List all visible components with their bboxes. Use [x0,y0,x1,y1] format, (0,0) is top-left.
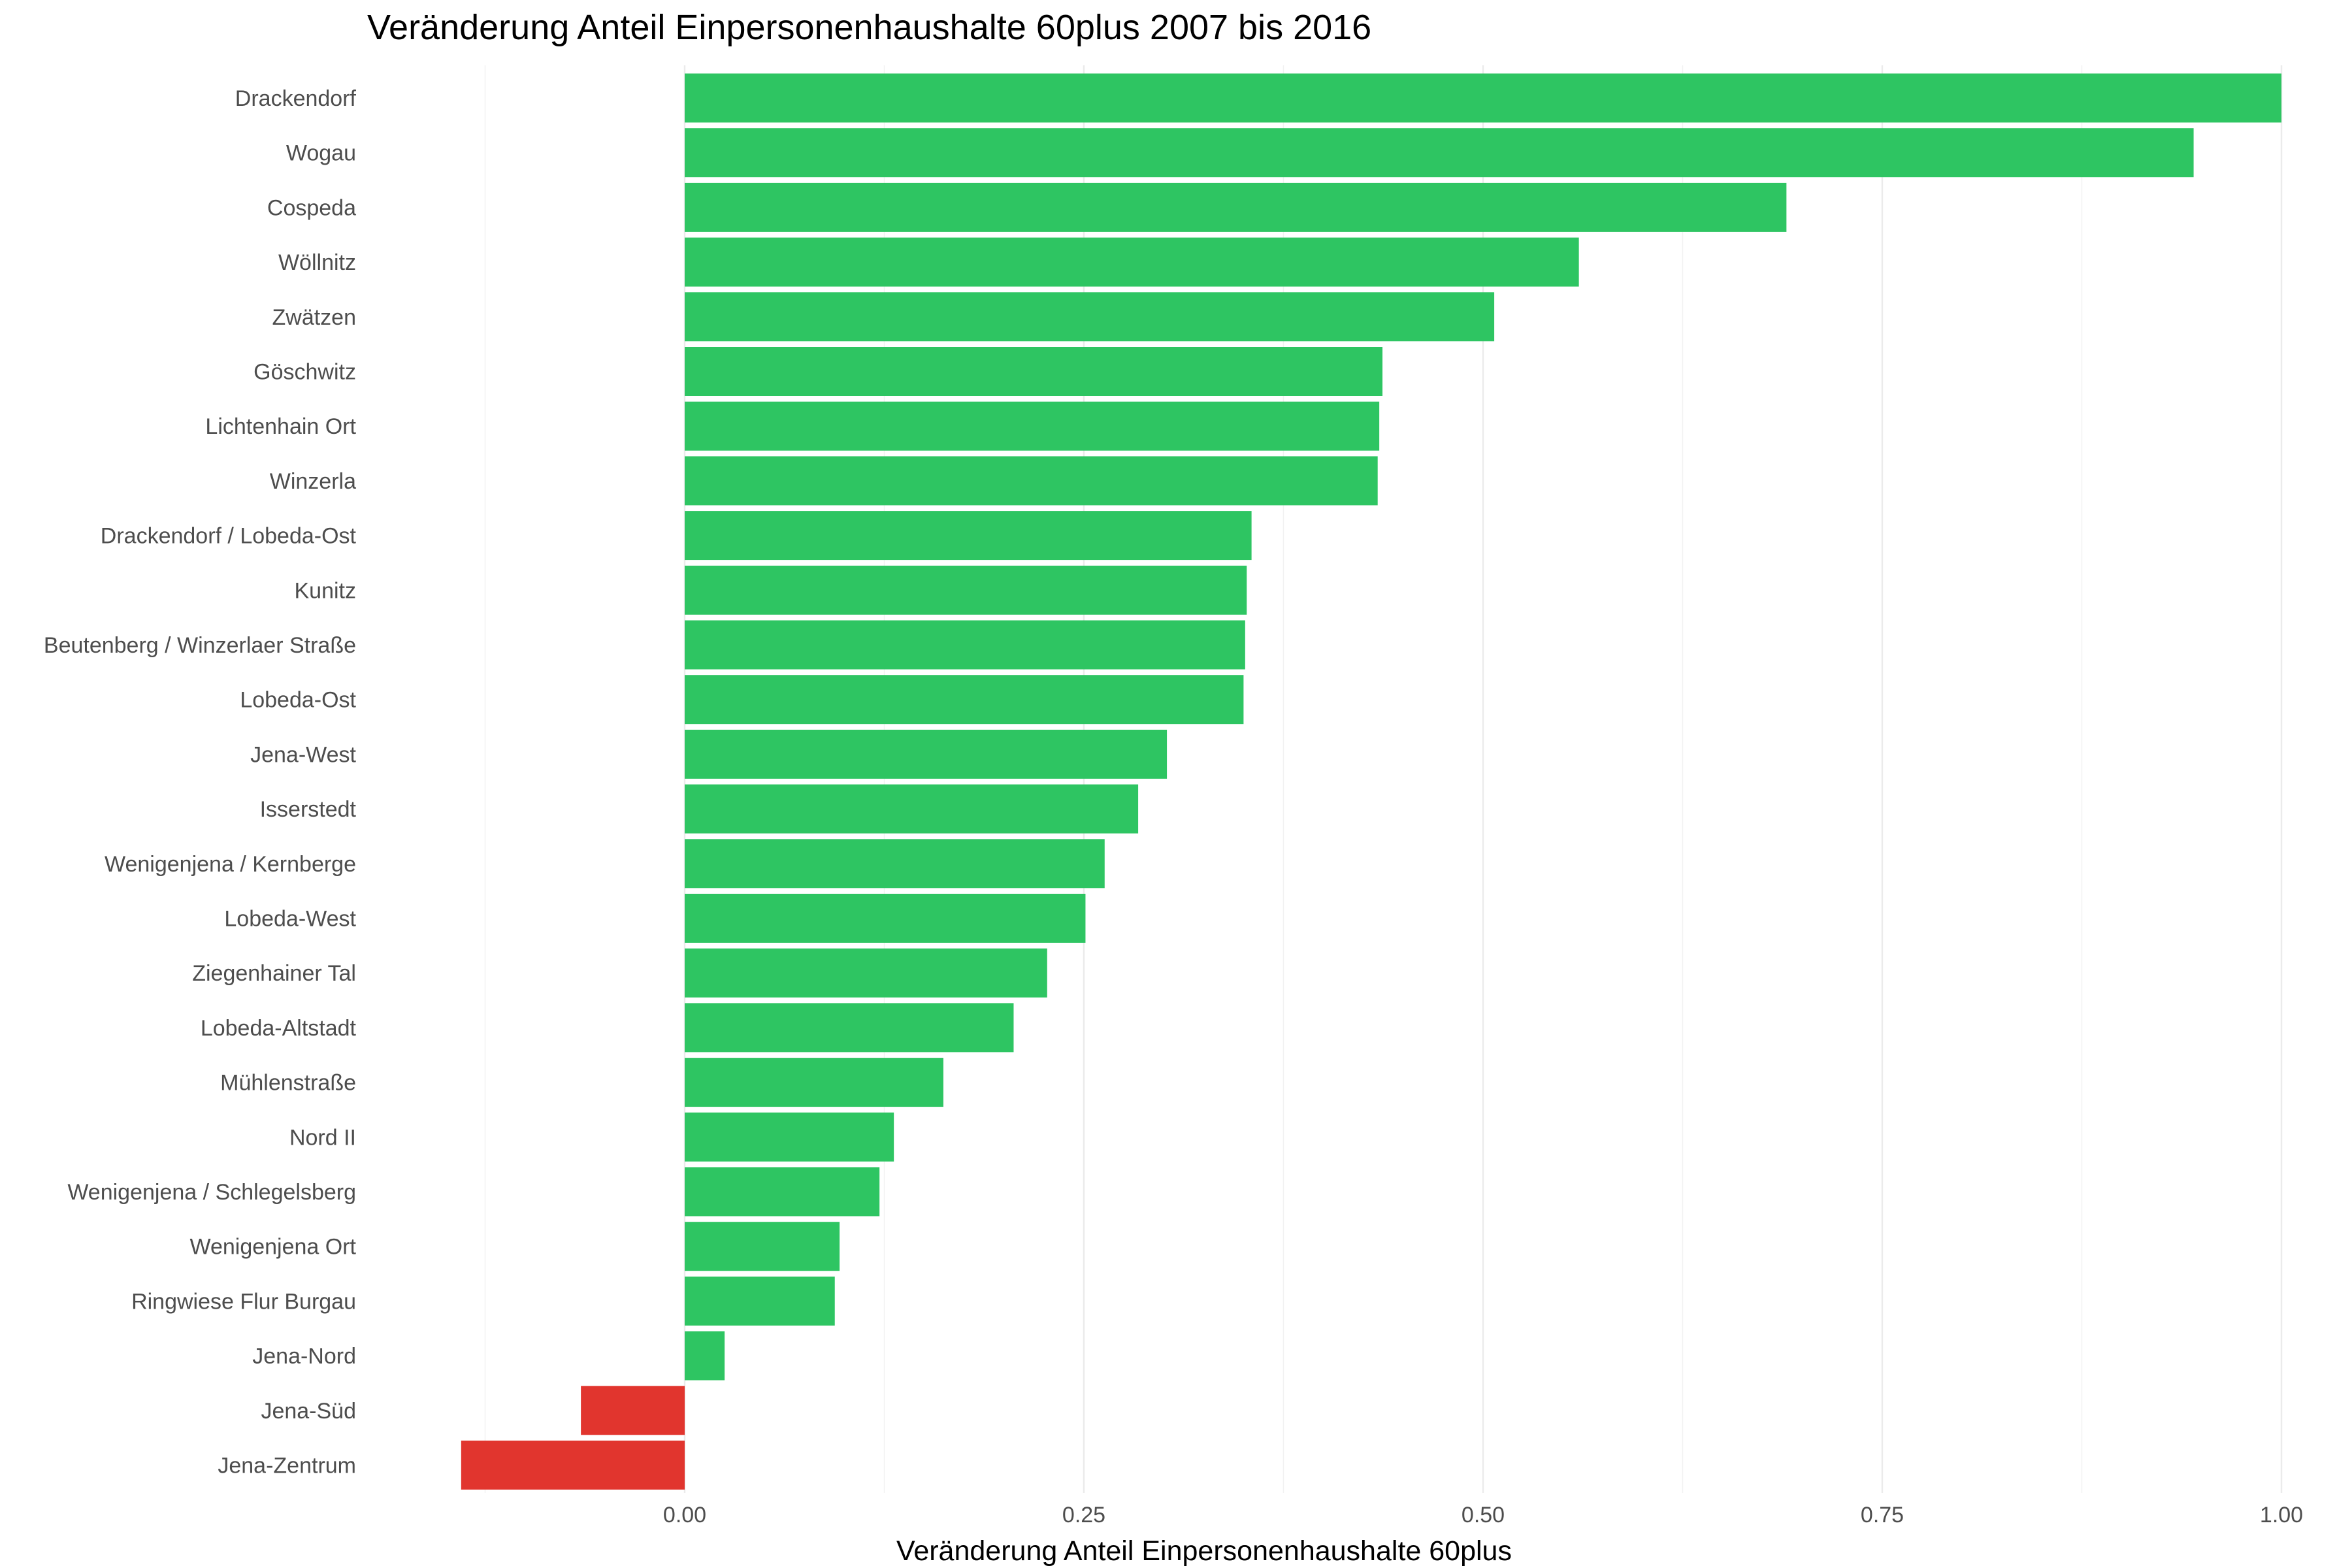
x-tick-label: 0.50 [1462,1503,1505,1527]
bar [685,1112,894,1162]
bar [685,948,1047,998]
chart-title: Veränderung Anteil Einpersonenhaushalte … [367,8,1371,47]
y-tick-label: Wenigenjena / Kernberge [105,852,356,877]
bar [685,839,1105,889]
bar [685,675,1244,725]
y-tick-label: Jena-Süd [261,1399,356,1424]
bar [685,1058,943,1107]
bar [685,347,1383,396]
y-tick-label: Ziegenhainer Tal [192,961,356,986]
bar [685,128,2194,178]
y-tick-label: Jena-Nord [252,1344,356,1369]
bar [685,182,1787,232]
bar [685,784,1139,834]
y-tick-label: Beutenberg / Winzerlaer Straße [44,633,356,658]
x-tick-label: 0.25 [1062,1503,1105,1527]
x-tick-label: 0.00 [663,1503,706,1527]
bar [685,1331,725,1380]
bar [461,1441,685,1490]
bar [685,1167,880,1217]
y-axis-tick-labels: Drackendorf Wogau Cospeda Wöllnitz Zwätzen Gö… [44,86,357,1478]
y-tick-label: Göschwitz [253,360,356,385]
x-axis-label: Veränderung Anteil Einpersonenhaushalte … [896,1535,1512,1567]
bar [685,237,1579,287]
bar [685,401,1380,451]
y-tick-label: Lobeda-Altstadt [201,1016,357,1041]
y-tick-label: Zwätzen [272,305,357,330]
y-tick-label: Kunitz [295,578,357,603]
y-tick-label: Wogau [286,141,356,166]
y-tick-label: Drackendorf / Lobeda-Ost [101,524,357,549]
x-axis-tick-labels: 0.00 0.25 0.50 0.75 1.00 [663,1503,2303,1527]
bar [685,1003,1014,1053]
bar [581,1386,685,1435]
bar [685,1222,840,1271]
y-tick-label: Wenigenjena / Schlegelsberg [67,1180,356,1205]
y-tick-label: Lichtenhain Ort [205,414,356,439]
bar [685,620,1245,670]
y-tick-label: Nord II [289,1125,356,1150]
bars [461,73,2281,1490]
bar [685,73,2281,123]
y-tick-label: Jena-West [250,742,356,767]
y-tick-label: Isserstedt [260,797,357,822]
bar [685,565,1247,615]
bar [685,729,1168,779]
y-tick-label: Drackendorf [235,86,357,111]
y-tick-label: Ringwiese Flur Burgau [131,1289,356,1314]
bar [685,456,1378,506]
x-tick-label: 0.75 [1861,1503,1904,1527]
bar [685,894,1086,943]
y-tick-label: Lobeda-Ost [240,688,356,713]
y-tick-label: Wenigenjena Ort [189,1235,356,1260]
y-tick-label: Winzerla [270,469,356,494]
bar [685,511,1252,561]
y-tick-label: Mühlenstraße [220,1071,356,1096]
y-tick-label: Lobeda-West [224,907,356,932]
x-tick-label: 1.00 [2260,1503,2303,1527]
y-tick-label: Wöllnitz [278,250,356,275]
bar [685,1276,835,1326]
y-tick-label: Jena-Zentrum [218,1454,356,1478]
bar [685,292,1495,342]
y-tick-label: Cospeda [267,195,356,220]
